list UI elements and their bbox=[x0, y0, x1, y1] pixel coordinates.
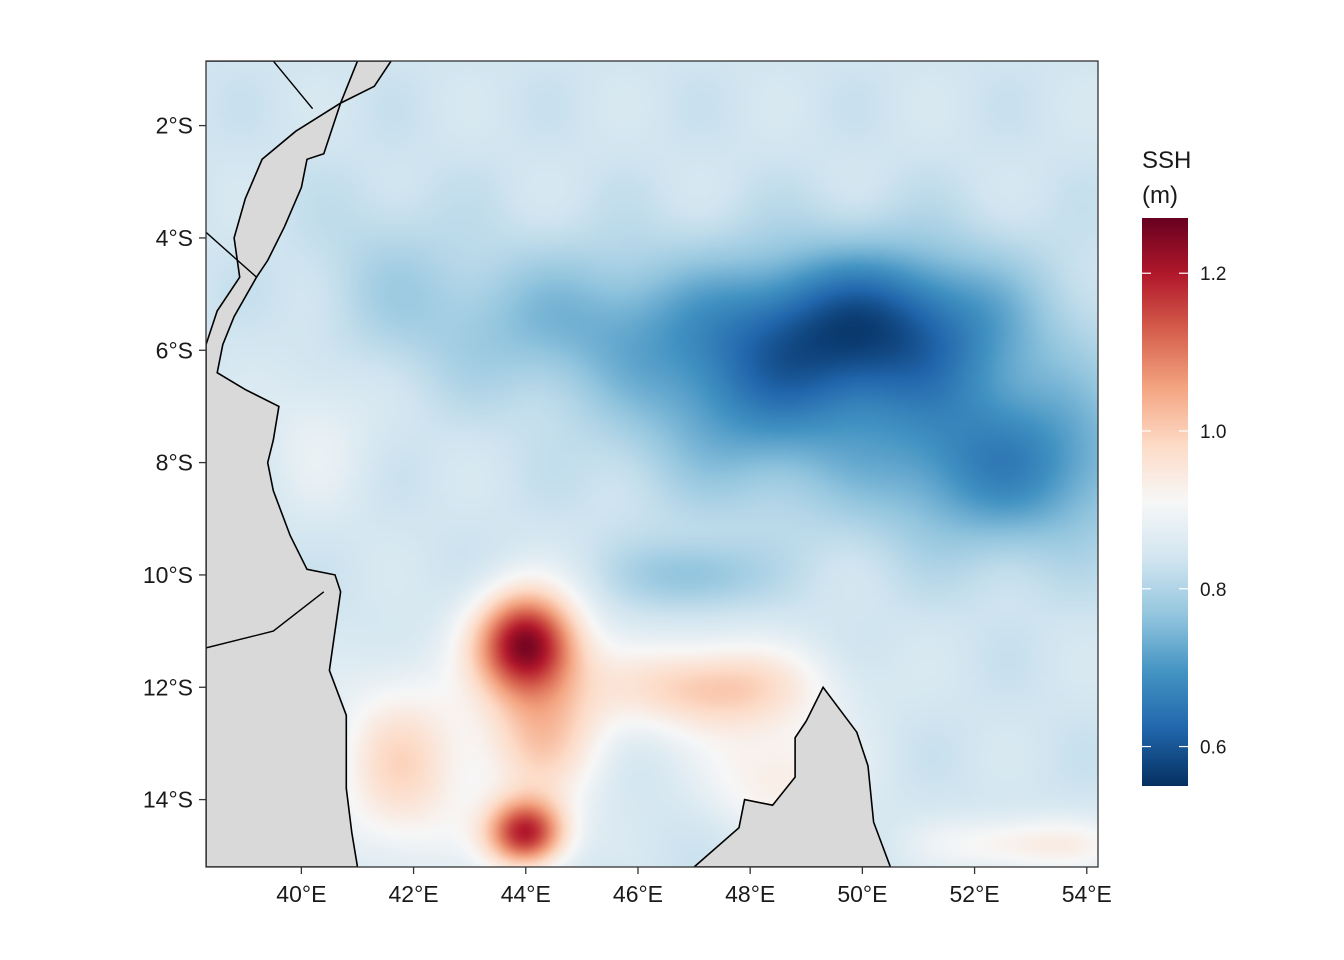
legend-tick-label: 1.2 bbox=[1200, 264, 1226, 285]
legend-tick-label: 0.6 bbox=[1200, 738, 1226, 759]
legend-tick-label: 0.8 bbox=[1200, 580, 1226, 601]
country-border-0 bbox=[272, 61, 314, 110]
legend-colorbar bbox=[1142, 218, 1188, 786]
y-axis: 2°S 4°S 6°S 8°S 10°S 12°S 14°S bbox=[143, 113, 206, 813]
land-madagascar bbox=[692, 685, 892, 867]
y-tick-label: 4°S bbox=[156, 225, 193, 251]
x-tick-label: 48°E bbox=[725, 881, 775, 907]
y-tick-label: 10°S bbox=[143, 562, 193, 588]
legend-title-line-1: SSH bbox=[1142, 147, 1191, 174]
map-panel bbox=[206, 61, 1098, 867]
y-tick-label: 14°S bbox=[143, 787, 193, 813]
x-tick-label: 42°E bbox=[389, 881, 439, 907]
y-tick-label: 6°S bbox=[156, 337, 193, 363]
x-axis: 40°E 42°E 44°E 46°E 48°E 50°E 52°E 54°E bbox=[276, 867, 1112, 907]
x-tick-label: 46°E bbox=[613, 881, 663, 907]
x-tick-label: 50°E bbox=[837, 881, 887, 907]
x-tick-label: 40°E bbox=[276, 881, 326, 907]
x-tick-label: 54°E bbox=[1062, 881, 1112, 907]
country-border-1 bbox=[206, 231, 257, 278]
y-tick-label: 2°S bbox=[156, 113, 193, 139]
y-tick-label: 12°S bbox=[143, 674, 193, 700]
y-tick-label: 8°S bbox=[156, 450, 193, 476]
legend-tick-label: 1.0 bbox=[1200, 422, 1226, 443]
x-tick-label: 44°E bbox=[501, 881, 551, 907]
panel-border bbox=[205, 60, 1099, 868]
land-layer bbox=[206, 61, 892, 867]
land-east-africa bbox=[206, 61, 393, 867]
ssh-heatmap bbox=[206, 61, 1098, 867]
legend: SSH (m) 0.6 0.8 1.0 1.2 bbox=[1142, 147, 1226, 786]
country-border-2 bbox=[206, 591, 325, 649]
x-tick-label: 52°E bbox=[950, 881, 1000, 907]
legend-title-line-2: (m) bbox=[1142, 182, 1178, 209]
legend-ticks: 0.6 0.8 1.0 1.2 bbox=[1142, 264, 1226, 759]
